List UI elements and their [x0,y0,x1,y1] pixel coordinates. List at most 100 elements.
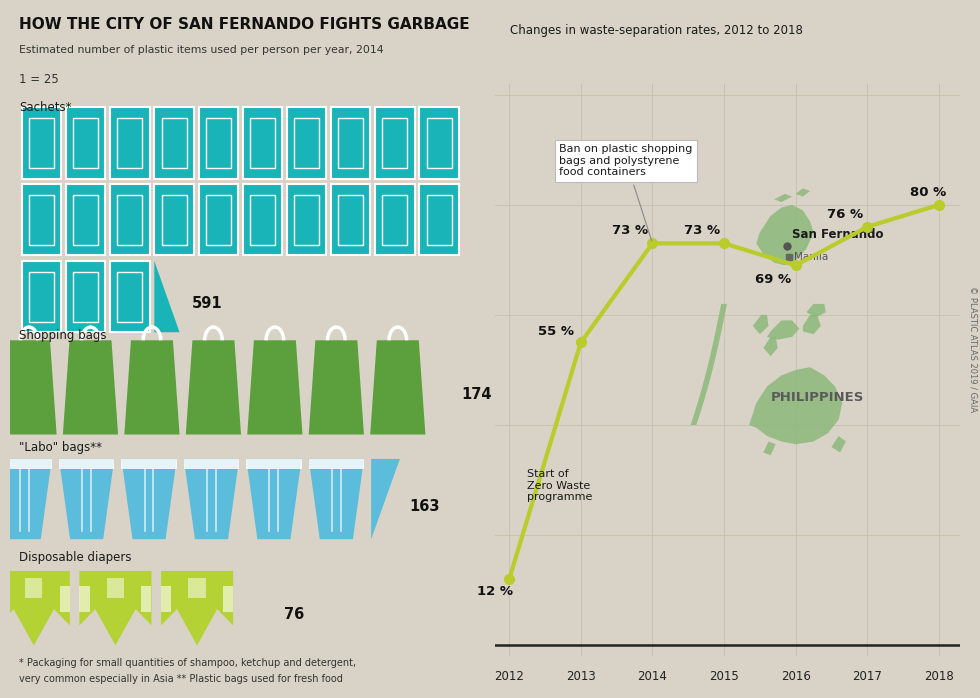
Bar [25,578,42,598]
Polygon shape [184,459,239,539]
Text: 73 %: 73 % [612,224,649,237]
Bar [419,184,459,255]
Bar [294,195,319,245]
Polygon shape [154,261,179,332]
Polygon shape [757,205,813,265]
Bar [29,195,54,245]
Text: 2018: 2018 [924,670,954,683]
Bar [162,195,186,245]
Bar [74,195,98,245]
Polygon shape [122,459,176,539]
Text: very common especially in Asia ** Plastic bags used for fresh food: very common especially in Asia ** Plasti… [20,674,343,683]
Bar [161,586,171,611]
Text: PHILIPPINES: PHILIPPINES [770,391,863,404]
Polygon shape [309,459,364,539]
Polygon shape [309,340,364,434]
Polygon shape [763,442,775,455]
Bar [250,118,274,168]
Bar [294,118,319,168]
Polygon shape [63,340,118,434]
Text: Start of
Zero Waste
programme: Start of Zero Waste programme [527,469,593,502]
Text: 80 %: 80 % [909,186,946,199]
Polygon shape [753,315,768,334]
Bar [309,459,364,468]
Polygon shape [807,304,826,318]
Bar [243,107,282,179]
Text: 2016: 2016 [781,670,810,683]
Text: Estimated number of plastic items used per person per year, 2014: Estimated number of plastic items used p… [20,45,384,55]
Bar [199,184,238,255]
Bar [66,261,106,332]
Text: 1 = 25: 1 = 25 [20,73,59,87]
Bar [110,184,150,255]
Bar [59,459,115,468]
Bar [188,578,206,598]
Bar [206,118,230,168]
Polygon shape [124,340,179,434]
Bar [162,118,186,168]
Bar [0,586,8,611]
Text: Shopping bags: Shopping bags [20,329,107,343]
Bar [122,459,176,468]
Bar [331,184,370,255]
Bar [118,118,142,168]
Bar [287,184,326,255]
Polygon shape [186,340,241,434]
Text: * Packaging for small quantities of shampoo, ketchup and detergent,: * Packaging for small quantities of sham… [20,658,357,667]
Polygon shape [749,367,842,444]
Polygon shape [0,459,52,539]
Text: 163: 163 [410,498,440,514]
Text: HOW THE CITY OF SAN FERNANDO FIGHTS GARBAGE: HOW THE CITY OF SAN FERNANDO FIGHTS GARB… [20,17,470,32]
Bar [246,459,302,468]
Bar [287,107,326,179]
Bar [331,107,370,179]
Text: Sachets*: Sachets* [20,101,72,114]
Text: Disposable diapers: Disposable diapers [20,551,132,565]
Text: 73 %: 73 % [684,224,720,237]
Polygon shape [371,459,400,539]
Polygon shape [691,304,727,425]
Text: 69 %: 69 % [756,273,792,285]
Text: Ban on plastic shopping
bags and polystyrene
food containers: Ban on plastic shopping bags and polysty… [560,144,693,241]
Bar [382,118,408,168]
Bar [375,184,415,255]
Polygon shape [796,188,810,197]
Bar [107,578,124,598]
Polygon shape [774,194,792,202]
Text: 591: 591 [191,296,222,311]
Bar [199,107,238,179]
Text: Manila: Manila [794,252,828,262]
Polygon shape [763,337,778,356]
Bar [29,118,54,168]
Bar [382,195,408,245]
Bar [338,195,364,245]
Bar [419,107,459,179]
Polygon shape [803,315,820,334]
Bar [375,107,415,179]
Text: 76 %: 76 % [827,208,863,221]
Bar [154,184,194,255]
Bar [338,118,364,168]
Bar [243,184,282,255]
Bar [141,586,152,611]
Text: 2017: 2017 [853,670,882,683]
Bar [110,107,150,179]
Bar [66,184,106,255]
Bar [22,107,61,179]
Polygon shape [79,571,152,646]
Bar [118,272,142,322]
Bar [60,586,70,611]
Text: 2014: 2014 [638,670,667,683]
Bar [66,107,106,179]
Text: Changes in waste-separation rates, 2012 to 2018: Changes in waste-separation rates, 2012 … [510,24,803,38]
Text: 2012: 2012 [494,670,524,683]
Text: 2015: 2015 [710,670,739,683]
Polygon shape [0,571,70,646]
Text: San Fernando: San Fernando [792,228,884,241]
Bar [206,195,230,245]
Bar [22,261,61,332]
Bar [426,118,452,168]
Polygon shape [161,571,233,646]
Bar [29,272,54,322]
Polygon shape [767,320,800,340]
